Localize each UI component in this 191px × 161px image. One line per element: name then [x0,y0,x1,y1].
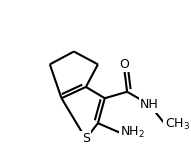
Text: S: S [82,132,90,145]
Text: NH$_2$: NH$_2$ [120,125,145,140]
Text: CH$_3$: CH$_3$ [165,116,190,132]
Text: NH: NH [140,98,159,111]
Text: O: O [119,58,129,71]
